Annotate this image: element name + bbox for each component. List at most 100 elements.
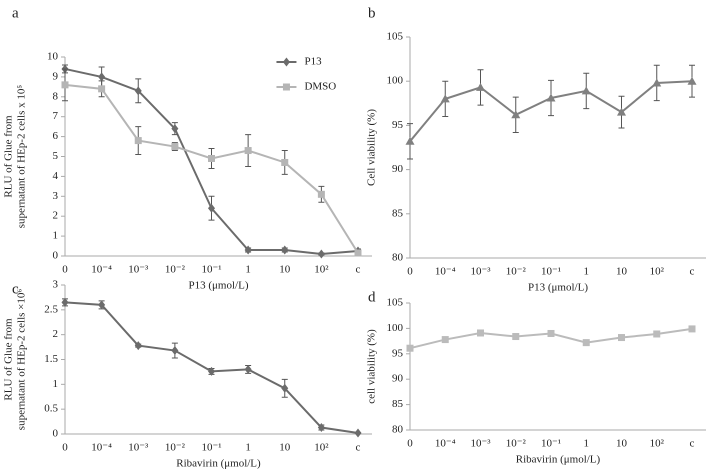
x-tick-label: 10² xyxy=(314,442,329,454)
y-axis-label: RLU of Glue from xyxy=(3,115,15,198)
panel-letter: a xyxy=(12,5,19,21)
x-tick-label: 0 xyxy=(407,438,413,450)
panel-letter: b xyxy=(368,5,376,21)
x-tick-label: 10 xyxy=(279,442,291,454)
point xyxy=(354,428,362,438)
x-tick-label: 10⁻² xyxy=(165,442,186,454)
y-tick-label: 85 xyxy=(392,207,404,219)
x-axis-label: Ribavirin (μmol/L) xyxy=(516,454,601,466)
y-tick-label: 1 xyxy=(53,378,59,390)
y-tick-label: 85 xyxy=(392,398,404,410)
point xyxy=(281,245,289,255)
y-tick-label: 105 xyxy=(387,31,404,43)
point xyxy=(317,423,325,433)
x-tick-label: 1 xyxy=(245,442,251,454)
x-tick-label: 0 xyxy=(62,264,68,276)
y-axis-label: supernatant of HEp-2 cells ×10⁶ xyxy=(16,289,28,431)
point xyxy=(61,297,69,307)
y-tick-label: 10 xyxy=(47,51,59,63)
x-tick-label: 10² xyxy=(650,266,665,278)
point xyxy=(688,325,696,333)
y-tick-label: 100 xyxy=(387,322,404,334)
point xyxy=(511,110,521,119)
point xyxy=(98,72,106,82)
x-tick-label: 10 xyxy=(616,438,628,450)
y-tick-label: 3 xyxy=(53,279,59,291)
point xyxy=(98,85,106,93)
y-tick-label: 95 xyxy=(392,119,404,131)
y-axis-label: cell viability (%) xyxy=(366,329,378,404)
x-tick-label: c xyxy=(356,264,361,276)
y-tick-label: 3 xyxy=(53,190,59,202)
point xyxy=(406,344,414,352)
x-tick-label: c xyxy=(690,266,695,278)
x-tick-label: 10⁻¹ xyxy=(541,266,561,278)
x-tick-label: 10⁻⁴ xyxy=(435,438,456,450)
x-tick-label: c xyxy=(690,438,695,450)
y-tick-label: 100 xyxy=(387,75,404,87)
point xyxy=(652,78,662,87)
y-tick-label: 5 xyxy=(53,150,59,162)
x-tick-label: 1 xyxy=(584,266,590,278)
point xyxy=(354,249,362,257)
y-tick-label: 90 xyxy=(392,373,404,385)
x-axis-label: P13 (μmol/L) xyxy=(528,282,588,294)
y-tick-label: 0.5 xyxy=(44,403,58,415)
point xyxy=(547,329,555,337)
point xyxy=(512,333,520,341)
y-tick-label: 4 xyxy=(53,170,59,182)
point xyxy=(134,137,142,145)
y-tick-label: 80 xyxy=(392,252,404,264)
point xyxy=(134,341,142,351)
point xyxy=(244,364,252,374)
x-tick-label: 10⁻⁴ xyxy=(91,264,112,276)
y-axis-label: RLU of Glue from xyxy=(3,318,15,401)
x-tick-label: 10 xyxy=(279,264,291,276)
point xyxy=(281,158,289,166)
point xyxy=(653,330,661,338)
x-tick-label: 10² xyxy=(314,264,329,276)
x-tick-label: 1 xyxy=(584,438,590,450)
x-tick-label: 10⁻⁴ xyxy=(435,266,456,278)
x-tick-label: 0 xyxy=(407,266,413,278)
x-axis-label: P13 (μmol/L) xyxy=(189,280,249,292)
y-tick-label: 1 xyxy=(53,230,59,242)
x-tick-label: c xyxy=(356,442,361,454)
y-tick-label: 0 xyxy=(53,428,59,440)
y-tick-label: 7 xyxy=(53,110,59,122)
legend-label: P13 xyxy=(304,56,322,68)
x-tick-label: 10⁻³ xyxy=(128,442,149,454)
x-tick-label: 10⁻² xyxy=(506,266,527,278)
y-tick-label: 95 xyxy=(392,347,404,359)
point xyxy=(208,203,215,213)
x-tick-label: 10⁻³ xyxy=(470,438,491,450)
panel-letter: c xyxy=(12,281,19,297)
x-tick-label: 10⁻¹ xyxy=(541,438,561,450)
x-tick-label: 10 xyxy=(616,266,628,278)
x-tick-label: 10⁻¹ xyxy=(201,264,221,276)
x-tick-label: 10⁻³ xyxy=(128,264,149,276)
point xyxy=(171,124,179,134)
point xyxy=(244,147,252,155)
y-tick-label: 1.5 xyxy=(44,353,58,365)
y-axis-label: supernatant of HEp-2 cells x 10⁵ xyxy=(16,85,28,229)
point xyxy=(208,154,215,162)
legend-marker xyxy=(282,83,290,91)
point xyxy=(244,245,252,255)
point xyxy=(618,334,625,342)
point xyxy=(405,136,415,145)
y-tick-label: 2 xyxy=(53,210,59,222)
point xyxy=(440,94,450,103)
x-tick-label: 10⁻¹ xyxy=(201,442,221,454)
legend-label: DMSO xyxy=(304,81,336,93)
point xyxy=(134,86,142,96)
panel-letter: d xyxy=(368,289,376,305)
point xyxy=(171,346,179,356)
point xyxy=(617,107,626,116)
point xyxy=(477,329,484,337)
y-tick-label: 6 xyxy=(53,130,59,142)
point xyxy=(582,339,590,347)
y-tick-label: 9 xyxy=(53,70,59,82)
point xyxy=(581,86,591,95)
